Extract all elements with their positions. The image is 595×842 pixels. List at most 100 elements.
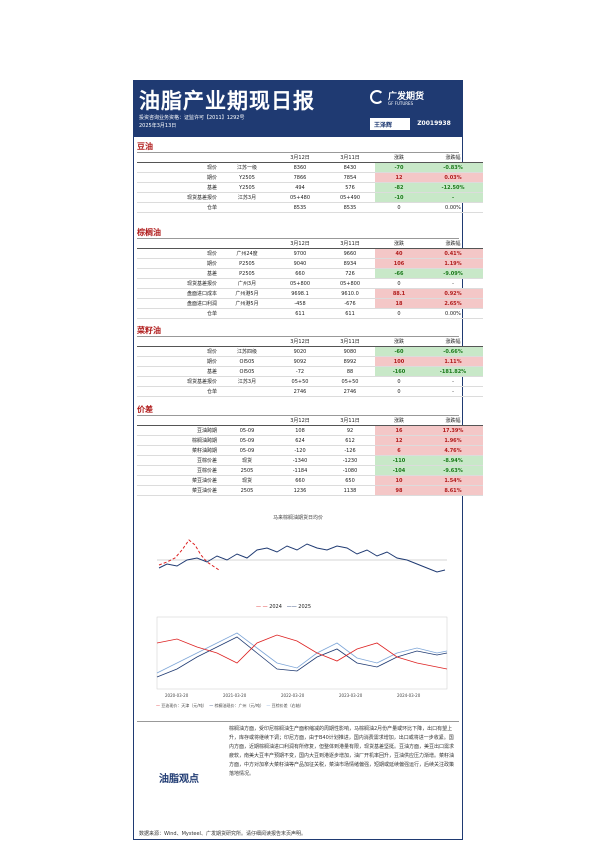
table-cell: -10 — [375, 192, 423, 203]
report-header: 油脂产业期现日报 投资咨询业务资格：证监许可【2011】1292号 2025年3… — [134, 81, 462, 137]
table-row: 菜豆油价差 现货 660 650 10 1.54% — [137, 475, 483, 486]
table-cell: 4.76% — [423, 445, 483, 456]
chart2-xtick: 2024-03-20 — [397, 693, 421, 698]
table-cell: 8535 — [275, 202, 325, 213]
table-cell: 16 — [375, 425, 423, 436]
table-cell: 8430 — [325, 162, 375, 173]
table-cell: 1.54% — [423, 475, 483, 486]
table-cell: 期价 — [137, 356, 219, 367]
table-cell: 江苏四级 — [219, 346, 275, 357]
table-cell: 726 — [325, 268, 375, 279]
table-cell: 8.61% — [423, 485, 483, 496]
table-cell: - — [423, 192, 483, 203]
table-cell: P2505 — [219, 258, 275, 269]
table-row: 期价 P2505 9040 8934 106 1.19% — [137, 258, 483, 269]
column-header: 涨跌 — [375, 416, 423, 426]
column-header — [137, 337, 219, 347]
table-cell: 05+50 — [325, 376, 375, 387]
section-2: 菜籽油 3月12日 3月11日 涨跌 涨跌幅 现价 江苏四级 9020 9080 -60 -0.66… — [137, 325, 483, 397]
view-label: 油脂观点 — [159, 774, 199, 785]
table-cell: 0 — [375, 278, 423, 289]
table-cell: 棕榈油跨期 — [137, 435, 219, 446]
table-cell: 494 — [275, 182, 325, 193]
column-header: 3月12日 — [275, 416, 325, 426]
column-header — [137, 239, 219, 249]
column-header: 涨跌幅 — [423, 337, 483, 347]
table-cell: 0.00% — [423, 202, 483, 213]
table-cell: 0.41% — [423, 248, 483, 259]
column-header — [219, 239, 275, 249]
table-cell: 期价 — [137, 172, 219, 183]
table-cell: 2.65% — [423, 298, 483, 309]
table-cell: 05+800 — [325, 278, 375, 289]
table-cell: 6 — [375, 445, 423, 456]
table-cell: -104 — [375, 465, 423, 476]
table-cell: 05-09 — [219, 445, 275, 456]
table-cell: OI505 — [219, 356, 275, 367]
table-row: 仓单 611 611 0 0.00% — [137, 308, 483, 319]
column-header: 3月12日 — [275, 153, 325, 163]
legend-palm: 棕榈油现价：广州（元/吨） — [214, 703, 264, 708]
section-title: 棕榈油 — [137, 227, 459, 239]
table-cell: -60 — [375, 346, 423, 357]
table-cell: 9040 — [275, 258, 325, 269]
table-cell: -66 — [375, 268, 423, 279]
table-cell: 1.19% — [423, 258, 483, 269]
table-cell: 05+800 — [275, 278, 325, 289]
table-row: 现价 江苏四级 9020 9080 -60 -0.66% — [137, 346, 483, 357]
table-cell: 现货基差报价 — [137, 192, 219, 203]
table-cell: 菜籽油跨期 — [137, 445, 219, 456]
table-row: 仓单 8535 8535 0 0.00% — [137, 202, 483, 213]
price-table: 3月12日 3月11日 涨跌 涨跌幅 豆油跨期 05-09 108 92 16 17.39% 棕榈油… — [137, 416, 483, 496]
table-cell: -110 — [375, 455, 423, 466]
table-row: 现价 江苏一级 8360 8430 -70 -0.83% — [137, 162, 483, 173]
chart2-legend: — 豆油现价：天津（元/吨） — 棕榈油现价：广州（元/吨） — 豆棕价差（右轴… — [156, 703, 304, 708]
legend-spread: 豆棕价差（右轴） — [271, 703, 304, 708]
table-cell: 650 — [325, 475, 375, 486]
chart1-svg — [157, 539, 447, 573]
section-3: 价差 3月12日 3月11日 涨跌 涨跌幅 豆油跨期 05-09 108 92 16 17.39% 棕… — [137, 404, 483, 496]
table-cell: 广州港5月 — [219, 288, 275, 299]
table-cell: 仓单 — [137, 202, 219, 213]
column-header: 3月12日 — [275, 337, 325, 347]
analyst-name: 王泽辉 — [374, 122, 393, 129]
table-cell: 基差 — [137, 182, 219, 193]
table-cell: 2505 — [219, 465, 275, 476]
table-row: 豆棕价差 现货 -1340 -1230 -110 -8.94% — [137, 455, 483, 466]
table-cell: 1.11% — [423, 356, 483, 367]
price-table: 3月12日 3月11日 涨跌 涨跌幅 现价 江苏一级 8360 8430 -70 -0.83% 期价… — [137, 153, 483, 213]
table-cell: 江苏3月 — [219, 192, 275, 203]
table-cell: 9700 — [275, 248, 325, 259]
table-cell: 豆棕价差 — [137, 465, 219, 476]
table-cell: 8360 — [275, 162, 325, 173]
table-cell: 现价 — [137, 346, 219, 357]
table-cell: 2746 — [275, 386, 325, 397]
table-cell — [219, 202, 275, 213]
table-row: 基差 P2505 660 726 -66 -9.09% — [137, 268, 483, 279]
table-cell: 612 — [325, 435, 375, 446]
section-title: 价差 — [137, 404, 459, 416]
table-cell: 624 — [275, 435, 325, 446]
table-cell — [219, 308, 275, 319]
column-header: 涨跌 — [375, 239, 423, 249]
price-spread-chart: 2020-03-20 2021-03-20 2022-03-20 2023-03… — [137, 613, 459, 701]
table-cell: 9080 — [325, 346, 375, 357]
section-1: 棕榈油 3月12日 3月11日 涨跌 涨跌幅 现价 广州24度 9700 9660 40 0.41%… — [137, 227, 483, 319]
table-cell: 88.1 — [375, 288, 423, 299]
table-cell: 1.96% — [423, 435, 483, 446]
table-cell: 0 — [375, 386, 423, 397]
table-row: 盘面进口利润 广州港5月 -458 -676 18 2.65% — [137, 298, 483, 309]
license-text: 投资咨询业务资格：证监许可【2011】1292号 — [139, 115, 245, 121]
table-cell: -458 — [275, 298, 325, 309]
table-cell: - — [423, 386, 483, 397]
report-title: 油脂产业期现日报 — [139, 88, 315, 113]
table-cell: 7854 — [325, 172, 375, 183]
table-cell: 9698.1 — [275, 288, 325, 299]
table-cell: 现货基差报价 — [137, 278, 219, 289]
table-row: 期价 OI505 9092 8992 100 1.11% — [137, 356, 483, 367]
table-row: 菜籽油跨期 05-09 -120 -126 6 4.76% — [137, 445, 483, 456]
column-header — [219, 337, 275, 347]
column-header: 3月12日 — [275, 239, 325, 249]
table-cell: 1236 — [275, 485, 325, 496]
table-row: 期价 Y2505 7866 7854 12 0.03% — [137, 172, 483, 183]
